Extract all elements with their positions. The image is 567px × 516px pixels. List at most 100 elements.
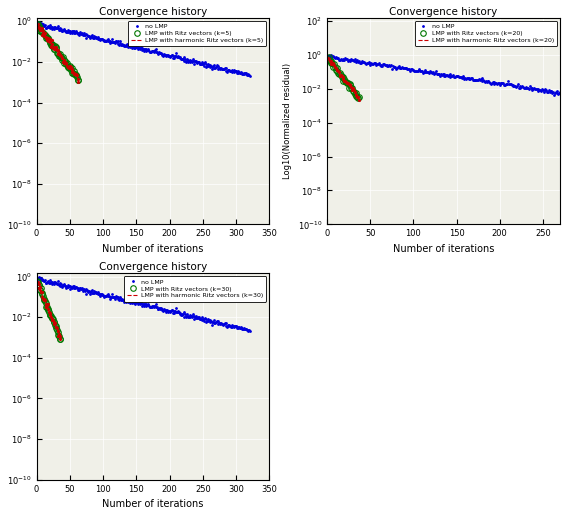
- LMP with harmonic Ritz vectors (k=20): [325, 56, 332, 62]
- LMP with harmonic Ritz vectors (k=30): [46, 309, 53, 315]
- LMP with Ritz vectors (k=30): [44, 307, 51, 313]
- LMP with harmonic Ritz vectors (k=30): [40, 296, 47, 302]
- LMP with harmonic Ritz vectors (k=30): [44, 301, 51, 307]
- LMP with harmonic Ritz vectors (k=30): [43, 304, 50, 310]
- LMP with harmonic Ritz vectors (k=20): [335, 68, 342, 74]
- LMP with harmonic Ritz vectors (k=20): [324, 55, 331, 61]
- LMP with Ritz vectors (k=20): [347, 82, 354, 88]
- LMP with Ritz vectors (k=30): [37, 287, 44, 294]
- LMP with Ritz vectors (k=20): [336, 71, 342, 77]
- LMP with Ritz vectors (k=30): [46, 309, 53, 315]
- LMP with harmonic Ritz vectors (k=30): [50, 317, 57, 323]
- LMP with Ritz vectors (k=30): [48, 315, 55, 321]
- LMP with Ritz vectors (k=20): [326, 58, 333, 64]
- no LMP: [551, 92, 557, 98]
- Title: Convergence history: Convergence history: [99, 7, 207, 17]
- LMP with Ritz vectors (k=30): [46, 312, 53, 318]
- LMP with Ritz vectors (k=30): [49, 315, 56, 321]
- LMP with harmonic Ritz vectors (k=20): [348, 84, 354, 90]
- LMP with Ritz vectors (k=30): [52, 325, 59, 331]
- LMP with Ritz vectors (k=30): [35, 279, 41, 285]
- LMP with harmonic Ritz vectors (k=20): [329, 61, 336, 68]
- no LMP: [34, 19, 41, 25]
- no LMP: [65, 27, 72, 33]
- LMP with Ritz vectors (k=20): [350, 89, 357, 95]
- LMP with harmonic Ritz vectors (k=20): [332, 65, 339, 71]
- LMP with Ritz vectors (k=20): [337, 72, 344, 78]
- LMP with harmonic Ritz vectors (k=20): [331, 62, 337, 69]
- LMP with Ritz vectors (k=30): [52, 322, 58, 329]
- LMP with harmonic Ritz vectors (k=20): [345, 80, 352, 87]
- no LMP: [246, 328, 253, 334]
- LMP with Ritz vectors (k=30): [55, 332, 62, 338]
- no LMP: [387, 62, 394, 68]
- LMP with Ritz vectors (k=5): [54, 51, 61, 57]
- LMP with Ritz vectors (k=20): [325, 54, 332, 60]
- no LMP: [334, 55, 341, 61]
- LMP with Ritz vectors (k=5): [62, 61, 69, 67]
- LMP with harmonic Ritz vectors (k=20): [327, 58, 334, 64]
- LMP with Ritz vectors (k=30): [44, 304, 50, 311]
- LMP with Ritz vectors (k=30): [54, 329, 61, 335]
- X-axis label: Number of iterations: Number of iterations: [393, 244, 494, 254]
- LMP with harmonic Ritz vectors (k=20): [347, 82, 354, 88]
- LMP with Ritz vectors (k=30): [50, 319, 57, 325]
- LMP with harmonic Ritz vectors (k=30): [48, 315, 55, 321]
- LMP with harmonic Ritz vectors (k=20): [342, 77, 349, 84]
- LMP with Ritz vectors (k=20): [331, 61, 337, 68]
- LMP with Ritz vectors (k=20): [346, 81, 353, 87]
- no LMP: [209, 319, 215, 326]
- LMP with Ritz vectors (k=30): [57, 336, 64, 342]
- LMP with harmonic Ritz vectors (k=30): [50, 318, 57, 325]
- LMP with Ritz vectors (k=20): [333, 65, 340, 71]
- no LMP: [184, 312, 191, 318]
- LMP with harmonic Ritz vectors (k=20): [352, 92, 359, 98]
- LMP with harmonic Ritz vectors (k=20): [337, 72, 344, 78]
- LMP with harmonic Ritz vectors (k=30): [51, 320, 58, 327]
- no LMP: [221, 321, 227, 327]
- LMP with Ritz vectors (k=20): [341, 76, 348, 82]
- LMP with harmonic Ritz vectors (k=20): [344, 79, 351, 86]
- LMP with harmonic Ritz vectors (k=30): [49, 317, 56, 323]
- no LMP: [184, 57, 191, 63]
- Line: no LMP: no LMP: [36, 276, 251, 332]
- LMP with Ritz vectors (k=30): [51, 318, 58, 325]
- LMP with Ritz vectors (k=30): [45, 307, 52, 313]
- LMP with harmonic Ritz vectors (k=20): [334, 68, 341, 74]
- no LMP: [187, 314, 194, 320]
- LMP with harmonic Ritz vectors (k=30): [47, 312, 54, 318]
- LMP with harmonic Ritz vectors (k=5): [63, 60, 70, 67]
- Line: no LMP: no LMP: [327, 54, 561, 96]
- LMP with harmonic Ritz vectors (k=20): [356, 97, 362, 103]
- LMP with harmonic Ritz vectors (k=20): [353, 92, 360, 98]
- LMP with Ritz vectors (k=20): [348, 85, 354, 91]
- LMP with harmonic Ritz vectors (k=30): [37, 286, 44, 293]
- LMP with Ritz vectors (k=20): [340, 78, 347, 84]
- LMP with harmonic Ritz vectors (k=20): [339, 74, 346, 80]
- LMP with Ritz vectors (k=20): [342, 78, 349, 84]
- LMP with Ritz vectors (k=5): [75, 76, 82, 83]
- LMP with harmonic Ritz vectors (k=5): [54, 47, 61, 53]
- LMP with Ritz vectors (k=30): [40, 296, 47, 302]
- Y-axis label: Log10(Normalized residual): Log10(Normalized residual): [283, 63, 292, 179]
- LMP with Ritz vectors (k=20): [349, 85, 356, 91]
- LMP with harmonic Ritz vectors (k=20): [346, 82, 353, 88]
- LMP with Ritz vectors (k=30): [36, 287, 43, 293]
- LMP with harmonic Ritz vectors (k=20): [342, 78, 349, 85]
- LMP with harmonic Ritz vectors (k=30): [43, 301, 49, 308]
- LMP with Ritz vectors (k=30): [54, 327, 61, 333]
- Line: LMP with Ritz vectors (k=5): LMP with Ritz vectors (k=5): [35, 22, 81, 83]
- LMP with Ritz vectors (k=20): [339, 74, 346, 80]
- LMP with Ritz vectors (k=20): [344, 79, 351, 86]
- LMP with harmonic Ritz vectors (k=20): [355, 94, 362, 100]
- LMP with harmonic Ritz vectors (k=5): [47, 36, 54, 42]
- Line: LMP with Ritz vectors (k=30): LMP with Ritz vectors (k=30): [35, 278, 64, 342]
- no LMP: [65, 282, 72, 288]
- LMP with Ritz vectors (k=20): [332, 64, 338, 70]
- LMP with Ritz vectors (k=30): [43, 300, 49, 306]
- LMP with harmonic Ritz vectors (k=5): [34, 21, 41, 27]
- Line: LMP with Ritz vectors (k=20): LMP with Ritz vectors (k=20): [325, 54, 362, 101]
- LMP with Ritz vectors (k=20): [332, 67, 339, 73]
- LMP with Ritz vectors (k=20): [335, 70, 342, 76]
- LMP with Ritz vectors (k=20): [352, 90, 358, 96]
